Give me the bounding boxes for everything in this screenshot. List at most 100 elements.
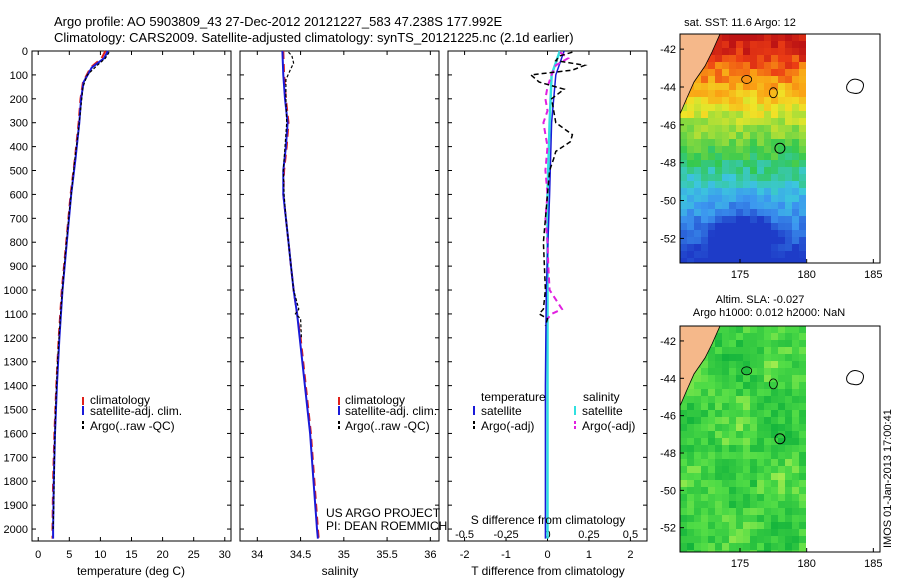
- heatmap-cell: [785, 230, 793, 238]
- heatmap-cell: [757, 438, 765, 446]
- heatmap-cell: [785, 508, 793, 516]
- heatmap-cell: [722, 90, 730, 98]
- heatmap-cell: [736, 251, 744, 259]
- timestamp: IMOS 01-Jan-2013 17:00:41: [882, 409, 894, 548]
- heatmap-cell: [750, 494, 758, 502]
- heatmap-cell: [750, 153, 758, 161]
- heatmap-cell: [757, 501, 765, 509]
- heatmap-cell: [792, 69, 800, 77]
- heatmap-cell: [757, 209, 765, 217]
- heatmap-cell: [694, 181, 702, 189]
- heatmap-cell: [694, 487, 702, 495]
- heatmap-cell: [736, 480, 744, 488]
- heatmap-cell: [792, 480, 800, 488]
- y-tick-label: 1600: [4, 428, 28, 440]
- heatmap-cell: [778, 452, 786, 460]
- heatmap-cell: [722, 202, 730, 210]
- heatmap-cell: [715, 480, 723, 488]
- heatmap-cell: [729, 48, 737, 56]
- heatmap-cell: [743, 118, 751, 126]
- heatmap-cell: [722, 237, 730, 245]
- heatmap-cell: [729, 181, 737, 189]
- heatmap-cell: [729, 230, 737, 238]
- map-y-tick-label: -50: [660, 485, 676, 497]
- heatmap-cell: [680, 237, 688, 245]
- heatmap-cell: [729, 396, 737, 404]
- heatmap-cell: [764, 333, 772, 341]
- heatmap-cell: [785, 90, 793, 98]
- heatmap-cell: [771, 244, 779, 252]
- heatmap-cell: [722, 69, 730, 77]
- heatmap-cell: [799, 111, 806, 119]
- heatmap-cell: [799, 536, 806, 544]
- heatmap-cell: [750, 361, 758, 369]
- heatmap-cell: [715, 452, 723, 460]
- heatmap-cell: [701, 244, 709, 252]
- legend-satellite-label: satellite-adj. clim.: [90, 404, 182, 418]
- heatmap-cell: [778, 146, 786, 154]
- heatmap-cell: [792, 347, 800, 355]
- contour-ring: [768, 378, 778, 390]
- heatmap-cell: [687, 216, 695, 224]
- heatmap-cell: [799, 480, 806, 488]
- heatmap-cell: [799, 445, 806, 453]
- heatmap-cell: [715, 347, 723, 355]
- heatmap-cell: [785, 375, 793, 383]
- heatmap-cell: [694, 452, 702, 460]
- y-tick-label: 900: [10, 261, 28, 273]
- heatmap-cell: [722, 188, 730, 196]
- heatmap-cell: [792, 237, 800, 245]
- heatmap-cell: [729, 466, 737, 474]
- heatmap-cell: [743, 76, 751, 84]
- heatmap-cell: [750, 118, 758, 126]
- heatmap-cell: [771, 480, 779, 488]
- heatmap-cell: [694, 209, 702, 217]
- heatmap-cell: [750, 69, 758, 77]
- heatmap-cell: [729, 424, 737, 432]
- heatmap-cell: [715, 550, 723, 552]
- heatmap-cell: [708, 195, 716, 203]
- heatmap-cell: [722, 354, 730, 362]
- heatmap-cell: [722, 125, 730, 133]
- heatmap-cell: [715, 174, 723, 182]
- heatmap-cell: [722, 160, 730, 168]
- heatmap-cell: [771, 368, 779, 376]
- heatmap-cell: [764, 174, 772, 182]
- heatmap-cell: [785, 326, 793, 334]
- y-tick-label: 1800: [4, 476, 28, 488]
- heatmap-cell: [708, 403, 716, 411]
- y-tick-label: 1900: [4, 500, 28, 512]
- heatmap-cell: [785, 209, 793, 217]
- heatmap-cell: [750, 375, 758, 383]
- heatmap-cell: [729, 125, 737, 133]
- heatmap-cell: [792, 62, 800, 70]
- heatmap-cell: [729, 174, 737, 182]
- heatmap-cell: [729, 543, 737, 551]
- heatmap-cell: [680, 146, 688, 154]
- heatmap-cell: [687, 382, 695, 390]
- heatmap-cell: [750, 139, 758, 147]
- contour-ring: [741, 75, 753, 84]
- heatmap-cell: [680, 104, 688, 112]
- heatmap-cell: [792, 118, 800, 126]
- island-outline: [846, 78, 864, 94]
- heatmap-cell: [743, 529, 751, 537]
- heatmap-cell: [764, 522, 772, 530]
- heatmap-cell: [764, 160, 772, 168]
- heatmap-cell: [785, 361, 793, 369]
- heatmap-cell: [736, 62, 744, 70]
- x-tick-label: 36: [424, 549, 436, 561]
- heatmap-cell: [785, 146, 793, 154]
- heatmap-cell: [715, 375, 723, 383]
- heatmap-cell: [799, 48, 806, 56]
- heatmap-cell: [701, 389, 709, 397]
- heatmap-cell: [729, 522, 737, 530]
- heatmap-cell: [729, 251, 737, 259]
- heatmap-cell: [722, 522, 730, 530]
- heatmap-cell: [792, 132, 800, 140]
- heatmap-cell: [722, 389, 730, 397]
- heatmap-cell: [757, 431, 765, 439]
- heatmap-cell: [715, 167, 723, 175]
- heatmap-cell: [701, 466, 709, 474]
- heatmap-cell: [778, 251, 786, 259]
